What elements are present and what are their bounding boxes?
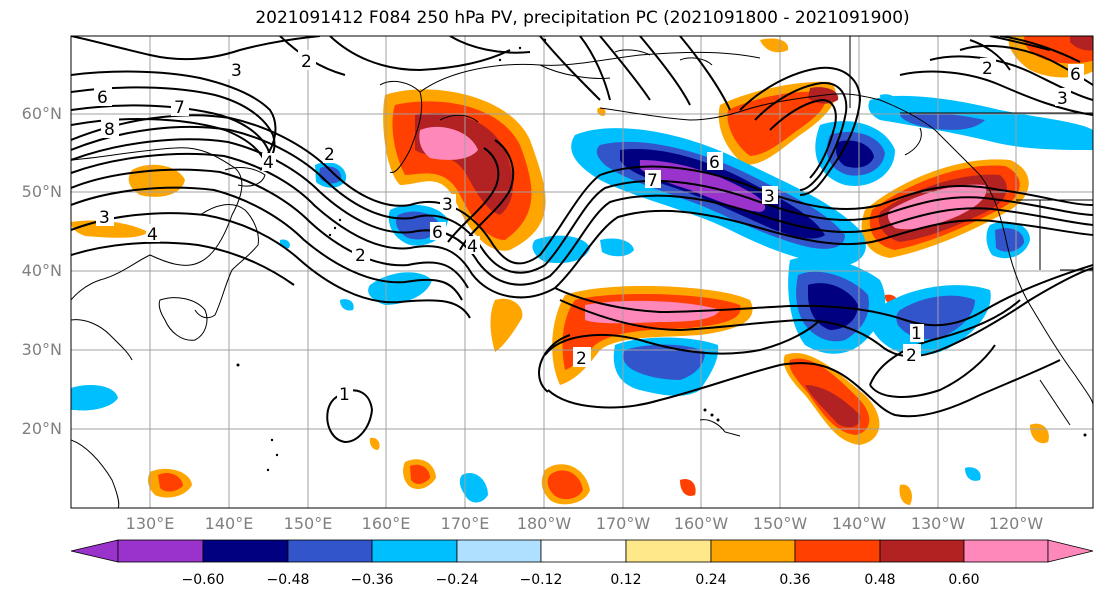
map-title: 2021091412 F084 250 hPa PV, precipitatio… (255, 8, 910, 28)
colorbar-tick: −0.12 (519, 572, 563, 588)
colorbar-tick: −0.24 (435, 572, 479, 588)
small-islands (236, 38, 1087, 472)
colorbar-tick: 0.60 (948, 572, 980, 588)
contour-labels: 2 3 6 7 8 4 3 4 2 2 3 6 4 2 (94, 50, 1084, 405)
colorbar-swatch (371, 539, 458, 563)
lon-label-150e: 150°E (283, 514, 333, 533)
svg-text:2: 2 (355, 246, 366, 266)
colorbar-swatch (710, 539, 796, 563)
colorbar-swatch (117, 539, 204, 563)
svg-text:3: 3 (99, 208, 110, 228)
lon-label-140w: 140°W (831, 514, 887, 533)
colorbar-swatch (625, 539, 712, 563)
colorbar-tick: 0.12 (610, 572, 642, 588)
colorbar-swatch (540, 539, 627, 563)
svg-text:7: 7 (647, 171, 658, 191)
svg-text:3: 3 (764, 187, 775, 207)
svg-text:6: 6 (1070, 65, 1081, 85)
svg-text:2: 2 (906, 346, 917, 366)
colorbar-swatch (879, 539, 965, 563)
svg-text:6: 6 (432, 223, 443, 243)
colorbar-tick: 0.48 (864, 572, 896, 588)
colorbar-tick: −0.48 (266, 572, 310, 588)
lon-label-130e: 130°E (125, 514, 175, 533)
svg-text:6: 6 (709, 153, 720, 173)
lon-label-160w: 160°W (673, 514, 729, 533)
lat-label-60n: 60°N (21, 104, 62, 123)
svg-text:3: 3 (231, 61, 242, 81)
colorbar-swatch (456, 539, 542, 563)
svg-text:3: 3 (1057, 89, 1068, 109)
lat-label-20n: 20°N (21, 419, 62, 438)
svg-text:4: 4 (147, 225, 158, 245)
lon-label-180w: 180°W (516, 514, 572, 533)
lon-label-140e: 140°E (204, 514, 254, 533)
svg-text:2: 2 (576, 349, 587, 369)
svg-text:4: 4 (467, 237, 478, 257)
colorbar-tick: 0.24 (695, 572, 727, 588)
lon-label-130w: 130°W (910, 514, 966, 533)
colorbar-swatch (202, 539, 289, 563)
lon-label-150w: 150°W (752, 514, 808, 533)
lat-label-50n: 50°N (21, 182, 62, 201)
lon-label-120w: 120°W (988, 514, 1044, 533)
colorbar-tick: 0.36 (779, 572, 811, 588)
colorbar-extend-high (1047, 539, 1094, 563)
svg-text:3: 3 (442, 195, 453, 215)
svg-text:4: 4 (263, 153, 274, 173)
colorbar-extend-low (70, 539, 119, 563)
lon-label-170w: 170°W (595, 514, 651, 533)
svg-text:1: 1 (339, 385, 350, 405)
map-gridlines (71, 36, 1093, 508)
lon-label-160e: 160°E (361, 514, 411, 533)
svg-text:1: 1 (911, 324, 922, 344)
pv-contours (71, 36, 1093, 444)
lon-label-170e: 170°E (440, 514, 490, 533)
lat-label-30n: 30°N (21, 340, 62, 359)
colorbar-tick: −0.60 (181, 572, 225, 588)
svg-text:6: 6 (97, 88, 108, 108)
lat-label-40n: 40°N (21, 261, 62, 280)
colorbar (70, 539, 1094, 563)
svg-text:2: 2 (982, 59, 993, 79)
colorbar-swatch (963, 539, 1049, 563)
colorbar-swatch (287, 539, 373, 563)
colorbar-tick: −0.36 (350, 572, 394, 588)
svg-text:2: 2 (301, 52, 312, 72)
svg-text:8: 8 (104, 120, 115, 140)
svg-text:2: 2 (324, 145, 335, 165)
svg-text:7: 7 (174, 98, 185, 118)
colorbar-swatch (794, 539, 881, 563)
